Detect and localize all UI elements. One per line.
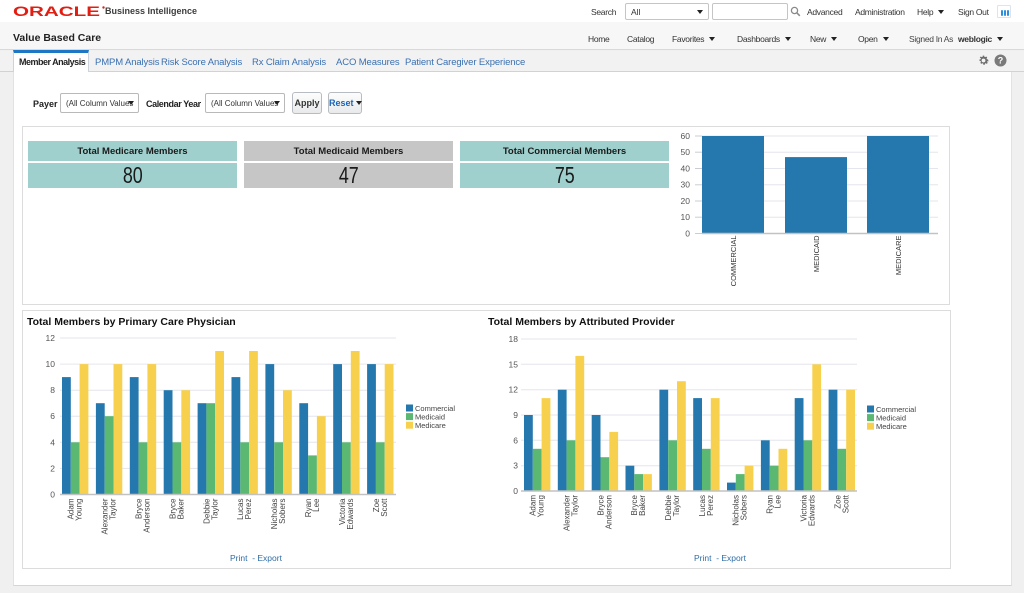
svg-text:Taylor: Taylor xyxy=(210,498,219,520)
svg-text:Medicare: Medicare xyxy=(415,421,446,430)
svg-text:Taylor: Taylor xyxy=(672,495,681,517)
svg-text:3: 3 xyxy=(513,461,518,471)
svg-text:?: ? xyxy=(998,56,1004,66)
svg-text:Bryce: Bryce xyxy=(596,494,605,515)
svg-text:6: 6 xyxy=(50,411,55,421)
svg-text:Zoe: Zoe xyxy=(833,494,842,508)
svg-text:Taylor: Taylor xyxy=(571,495,580,517)
svg-text:Victoria: Victoria xyxy=(338,498,347,525)
svg-text:Lee: Lee xyxy=(312,498,321,512)
svg-text:Bryce: Bryce xyxy=(168,498,177,519)
svg-text:2: 2 xyxy=(50,463,55,473)
svg-text:12: 12 xyxy=(509,385,519,395)
svg-text:Alexander: Alexander xyxy=(101,498,110,534)
svg-text:Zoe: Zoe xyxy=(372,498,381,512)
svg-text:50: 50 xyxy=(681,147,691,157)
svg-text:Anderson: Anderson xyxy=(143,499,152,533)
svg-text:Commercial: Commercial xyxy=(876,405,916,414)
svg-text:Young: Young xyxy=(537,495,546,517)
svg-text:9: 9 xyxy=(513,410,518,420)
svg-text:4: 4 xyxy=(50,437,55,447)
svg-text:Alexander: Alexander xyxy=(563,495,572,531)
svg-text:Bryce: Bryce xyxy=(135,498,144,519)
svg-text:0: 0 xyxy=(50,490,55,500)
svg-text:Scott: Scott xyxy=(380,498,389,517)
svg-text:Taylor: Taylor xyxy=(109,498,118,520)
svg-text:30: 30 xyxy=(681,180,691,190)
svg-text:Scott: Scott xyxy=(841,494,850,513)
svg-text:60: 60 xyxy=(681,131,691,141)
svg-text:Lucas: Lucas xyxy=(236,499,245,520)
svg-text:20: 20 xyxy=(681,196,691,206)
svg-text:Lucas: Lucas xyxy=(698,495,707,516)
svg-text:MEDICARE: MEDICARE xyxy=(894,236,903,276)
svg-text:Debbie: Debbie xyxy=(664,494,673,520)
svg-text:Lee: Lee xyxy=(774,494,783,508)
svg-text:Baker: Baker xyxy=(176,498,185,519)
svg-text:0: 0 xyxy=(685,228,690,238)
svg-text:0: 0 xyxy=(513,486,518,496)
svg-text:8: 8 xyxy=(50,385,55,395)
svg-text:ORACLE: ORACLE xyxy=(13,5,100,18)
svg-text:Edwards: Edwards xyxy=(807,495,816,526)
svg-text:Medicaid: Medicaid xyxy=(415,412,445,421)
svg-text:Perez: Perez xyxy=(244,499,253,520)
svg-text:15: 15 xyxy=(509,359,519,369)
svg-text:Victoria: Victoria xyxy=(799,494,808,521)
svg-text:10: 10 xyxy=(681,212,691,222)
svg-text:Ryan: Ryan xyxy=(766,495,775,514)
svg-text:Bryce: Bryce xyxy=(630,494,639,515)
svg-text:Young: Young xyxy=(75,499,84,521)
svg-text:Adam: Adam xyxy=(67,498,76,519)
svg-text:Perez: Perez xyxy=(706,495,715,516)
svg-text:18: 18 xyxy=(509,334,519,344)
svg-text:6: 6 xyxy=(513,435,518,445)
svg-text:Nicholas: Nicholas xyxy=(270,499,279,530)
svg-text:Anderson: Anderson xyxy=(604,495,613,529)
svg-text:Nicholas: Nicholas xyxy=(732,495,741,526)
svg-text:Ryan: Ryan xyxy=(304,499,313,518)
svg-text:Medicaid: Medicaid xyxy=(876,413,906,422)
svg-text:COMMERCIAL: COMMERCIAL xyxy=(729,236,738,287)
svg-text:Edwards: Edwards xyxy=(346,499,355,530)
svg-text:Debbie: Debbie xyxy=(202,498,211,524)
svg-text:Commercial: Commercial xyxy=(415,404,455,413)
svg-text:Sobers: Sobers xyxy=(740,495,749,520)
svg-text:40: 40 xyxy=(681,163,691,173)
svg-text:MEDICAID: MEDICAID xyxy=(812,235,821,272)
svg-text:10: 10 xyxy=(46,359,56,369)
svg-text:Baker: Baker xyxy=(638,495,647,516)
svg-text:Adam: Adam xyxy=(529,495,538,516)
svg-text:Sobers: Sobers xyxy=(278,499,287,524)
svg-text:12: 12 xyxy=(46,333,56,343)
svg-text:Medicare: Medicare xyxy=(876,422,907,431)
